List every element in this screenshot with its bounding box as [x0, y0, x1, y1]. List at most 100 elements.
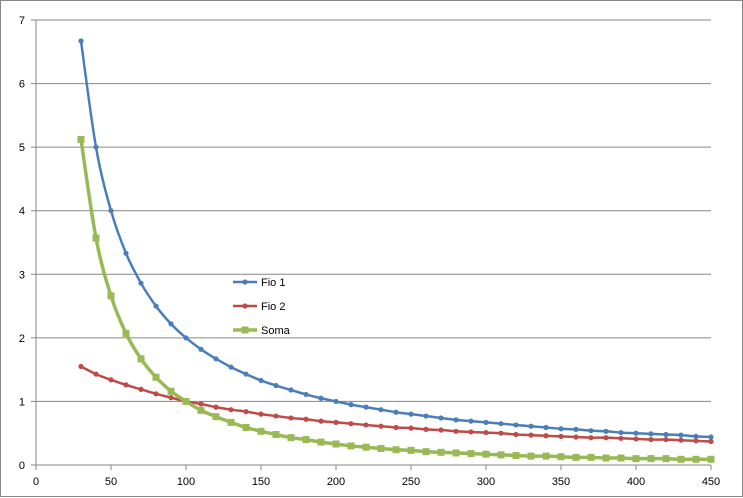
- data-point-fio-2: [213, 404, 219, 410]
- legend-label: Fio 1: [261, 277, 285, 289]
- data-point-fio-1: [123, 250, 129, 256]
- data-point-fio-1: [438, 415, 444, 421]
- x-tick-label: 100: [177, 476, 195, 488]
- data-point-fio-2: [663, 436, 669, 443]
- series-soma: [77, 136, 715, 463]
- data-point-fio-2: [483, 429, 489, 436]
- data-point-fio-2: [168, 395, 174, 401]
- data-point-soma: [587, 453, 595, 461]
- data-point-fio-1: [633, 430, 639, 436]
- data-point-fio-2: [78, 363, 84, 370]
- data-point-fio-1: [138, 280, 144, 286]
- data-point-fio-2: [678, 437, 684, 443]
- data-point-fio-2: [528, 432, 534, 438]
- data-point-soma: [572, 453, 580, 461]
- data-point-soma: [407, 446, 415, 454]
- data-point-soma: [647, 455, 655, 463]
- x-tick-label: 250: [402, 476, 420, 488]
- data-point-soma: [122, 329, 130, 337]
- data-point-soma: [482, 450, 490, 458]
- x-tick-label: 50: [105, 476, 117, 488]
- data-point-soma: [197, 406, 205, 414]
- data-point-fio-1: [573, 426, 579, 432]
- data-point-fio-1: [708, 434, 714, 440]
- data-point-soma: [422, 448, 430, 456]
- data-point-fio-2: [228, 407, 234, 413]
- data-point-fio-2: [453, 428, 459, 434]
- legend: Fio 1 Fio 2 Soma: [233, 277, 291, 337]
- y-tick-label: 4: [19, 206, 25, 218]
- data-point-fio-2: [288, 415, 294, 421]
- data-point-fio-2: [573, 434, 579, 440]
- legend-item-soma: Soma: [233, 325, 291, 337]
- data-point-fio-2: [588, 435, 594, 441]
- data-point-fio-1: [78, 38, 84, 44]
- y-tick-label: 7: [19, 15, 25, 27]
- data-point-fio-2: [438, 427, 444, 433]
- data-point-fio-2: [273, 413, 279, 419]
- data-point-fio-2: [138, 386, 144, 392]
- data-point-soma: [542, 452, 550, 460]
- data-point-fio-2: [543, 433, 549, 439]
- data-point-fio-2: [633, 436, 639, 442]
- data-point-fio-2: [108, 377, 114, 383]
- legend-label: Fio 2: [261, 301, 285, 313]
- data-point-fio-1: [153, 303, 159, 309]
- data-point-fio-1: [288, 387, 294, 393]
- data-point-soma: [632, 455, 640, 463]
- data-point-fio-2: [393, 424, 399, 431]
- data-point-soma: [497, 451, 505, 459]
- y-tick-label: 1: [19, 396, 25, 408]
- series-line-fio-1: [79, 39, 713, 439]
- series-group: [77, 38, 715, 463]
- data-point-soma: [182, 397, 190, 405]
- data-point-soma: [137, 355, 145, 363]
- data-point-fio-2: [243, 409, 249, 415]
- data-point-fio-1: [303, 391, 309, 398]
- data-point-fio-1: [498, 421, 504, 427]
- data-point-soma: [317, 438, 325, 446]
- data-point-fio-1: [363, 404, 369, 410]
- data-point-soma: [227, 418, 235, 426]
- data-point-fio-2: [708, 438, 714, 445]
- data-point-soma: [467, 450, 475, 458]
- x-tick-label: 300: [477, 476, 495, 488]
- data-point-fio-2: [258, 411, 264, 417]
- data-point-fio-2: [333, 419, 339, 426]
- data-point-fio-1: [378, 407, 384, 413]
- data-point-fio-1: [198, 346, 204, 352]
- data-point-fio-1: [663, 431, 669, 438]
- data-point-soma: [527, 452, 535, 460]
- data-point-soma: [212, 413, 220, 421]
- data-point-fio-2: [378, 423, 384, 429]
- legend-item-fio-2: Fio 2: [233, 301, 285, 313]
- data-point-fio-2: [363, 422, 369, 428]
- axes: 0 1 2 3 4 5 6 7 0 50 100 150 200 250 300 350 400 450: [19, 15, 720, 488]
- data-point-fio-2: [423, 426, 429, 432]
- data-point-fio-2: [123, 382, 129, 388]
- data-point-fio-2: [603, 435, 609, 441]
- data-point-fio-1: [168, 321, 174, 327]
- data-point-soma: [512, 451, 520, 459]
- data-point-fio-1: [93, 144, 99, 150]
- y-tick-label: 2: [19, 333, 25, 345]
- data-point-fio-2: [498, 430, 504, 436]
- legend-marker: [242, 303, 248, 309]
- data-point-fio-2: [558, 433, 564, 439]
- data-point-soma: [557, 453, 565, 461]
- data-point-fio-1: [588, 428, 594, 434]
- data-point-fio-1: [408, 411, 414, 417]
- data-point-fio-2: [93, 371, 99, 377]
- data-point-soma: [602, 454, 610, 462]
- data-point-soma: [362, 443, 370, 451]
- data-point-soma: [677, 455, 685, 463]
- x-tick-label: 450: [702, 476, 720, 488]
- data-point-fio-1: [258, 377, 264, 384]
- data-point-fio-2: [468, 429, 474, 435]
- series-fio-1: [78, 38, 714, 440]
- data-point-fio-1: [423, 413, 429, 419]
- data-point-fio-2: [318, 418, 324, 424]
- data-point-fio-1: [468, 418, 474, 424]
